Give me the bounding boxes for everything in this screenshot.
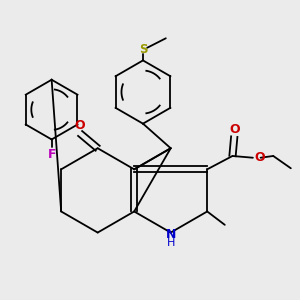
Text: O: O: [254, 151, 265, 164]
Text: O: O: [74, 119, 85, 132]
Text: N: N: [166, 228, 176, 241]
Text: S: S: [139, 43, 147, 56]
Text: O: O: [229, 123, 240, 136]
Text: H: H: [167, 238, 175, 248]
Text: F: F: [47, 148, 56, 161]
